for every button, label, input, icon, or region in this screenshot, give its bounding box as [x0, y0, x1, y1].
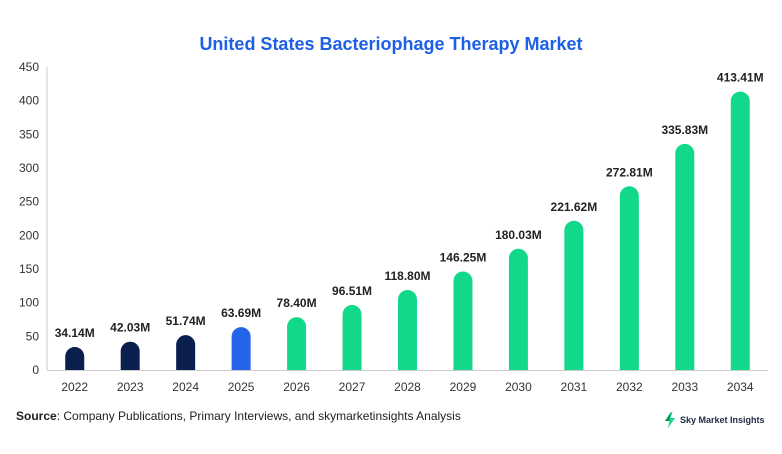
y-tick-label: 50	[26, 329, 40, 343]
chart-title: United States Bacteriophage Therapy Mark…	[199, 34, 583, 54]
y-tick-label: 450	[19, 60, 39, 74]
x-tick-label-2030: 2030	[505, 380, 532, 394]
x-tick-label-2029: 2029	[450, 380, 477, 394]
y-tick-label: 0	[32, 363, 39, 377]
bar-2026	[287, 317, 307, 370]
source-text: : Company Publications, Primary Intervie…	[56, 409, 461, 423]
x-tick-label-2032: 2032	[616, 380, 643, 394]
bar-2022	[65, 347, 85, 370]
bar-2034	[730, 91, 750, 370]
bar-2030	[508, 248, 528, 370]
y-tick-label: 200	[19, 228, 39, 242]
bar-2027	[342, 305, 362, 370]
x-tick-label-2027: 2027	[339, 380, 366, 394]
x-tick-label-2024: 2024	[172, 380, 199, 394]
x-tick-label-2034: 2034	[727, 380, 754, 394]
data-label-2023: 42.03M	[110, 321, 150, 335]
y-tick-label: 250	[19, 195, 39, 209]
data-label-2031: 221.62M	[551, 200, 598, 214]
x-tick-label-2026: 2026	[283, 380, 310, 394]
y-axis: 0 50 100 150 200 250 300 350 400 450	[19, 60, 48, 377]
bar-2032	[619, 186, 639, 370]
bars-group: 34.14M 42.03M 51.74M 63.69M 78.40M 96.51M 118.…	[55, 71, 764, 370]
x-tick-label-2022: 2022	[61, 380, 88, 394]
data-label-2034: 413.41M	[717, 71, 764, 85]
data-label-2029: 146.25M	[440, 251, 487, 265]
y-tick-label: 350	[19, 127, 39, 141]
data-label-2030: 180.03M	[495, 228, 542, 242]
x-tick-label-2028: 2028	[394, 380, 421, 394]
y-tick-label: 400	[19, 94, 39, 108]
bar-2025	[231, 327, 251, 370]
data-label-2022: 34.14M	[55, 326, 95, 340]
bar-2033	[675, 143, 695, 370]
y-tick-label: 300	[19, 161, 39, 175]
data-label-2033: 335.83M	[661, 123, 708, 137]
lightning-bolt-icon	[665, 412, 675, 428]
data-label-2027: 96.51M	[332, 284, 372, 298]
source-prefix: Source	[16, 409, 57, 423]
data-label-2024: 51.74M	[166, 314, 206, 328]
brand-logo: Sky Market Insights	[664, 412, 765, 428]
bar-2028	[398, 290, 417, 370]
data-label-2032: 272.81M	[606, 165, 653, 179]
bar-2031	[564, 220, 584, 370]
bar-2024	[176, 335, 196, 370]
bar-2029	[453, 271, 473, 370]
source-note: Source: Company Publications, Primary In…	[16, 409, 461, 423]
x-tick-label-2031: 2031	[561, 380, 588, 394]
y-tick-label: 150	[19, 262, 39, 276]
x-axis: 2022 2023 2024 2025 2026 2027 2028 2029 2030 2031…	[47, 370, 768, 394]
x-tick-label-2033: 2033	[671, 380, 698, 394]
data-label-2025: 63.69M	[221, 306, 261, 320]
y-tick-label: 100	[19, 296, 39, 310]
bar-2023	[120, 341, 140, 370]
x-tick-label-2025: 2025	[228, 380, 255, 394]
brand-name: Sky Market Insights	[680, 415, 765, 425]
data-label-2028: 118.80M	[384, 269, 430, 283]
data-label-2026: 78.40M	[277, 296, 317, 310]
x-tick-label-2023: 2023	[117, 380, 144, 394]
